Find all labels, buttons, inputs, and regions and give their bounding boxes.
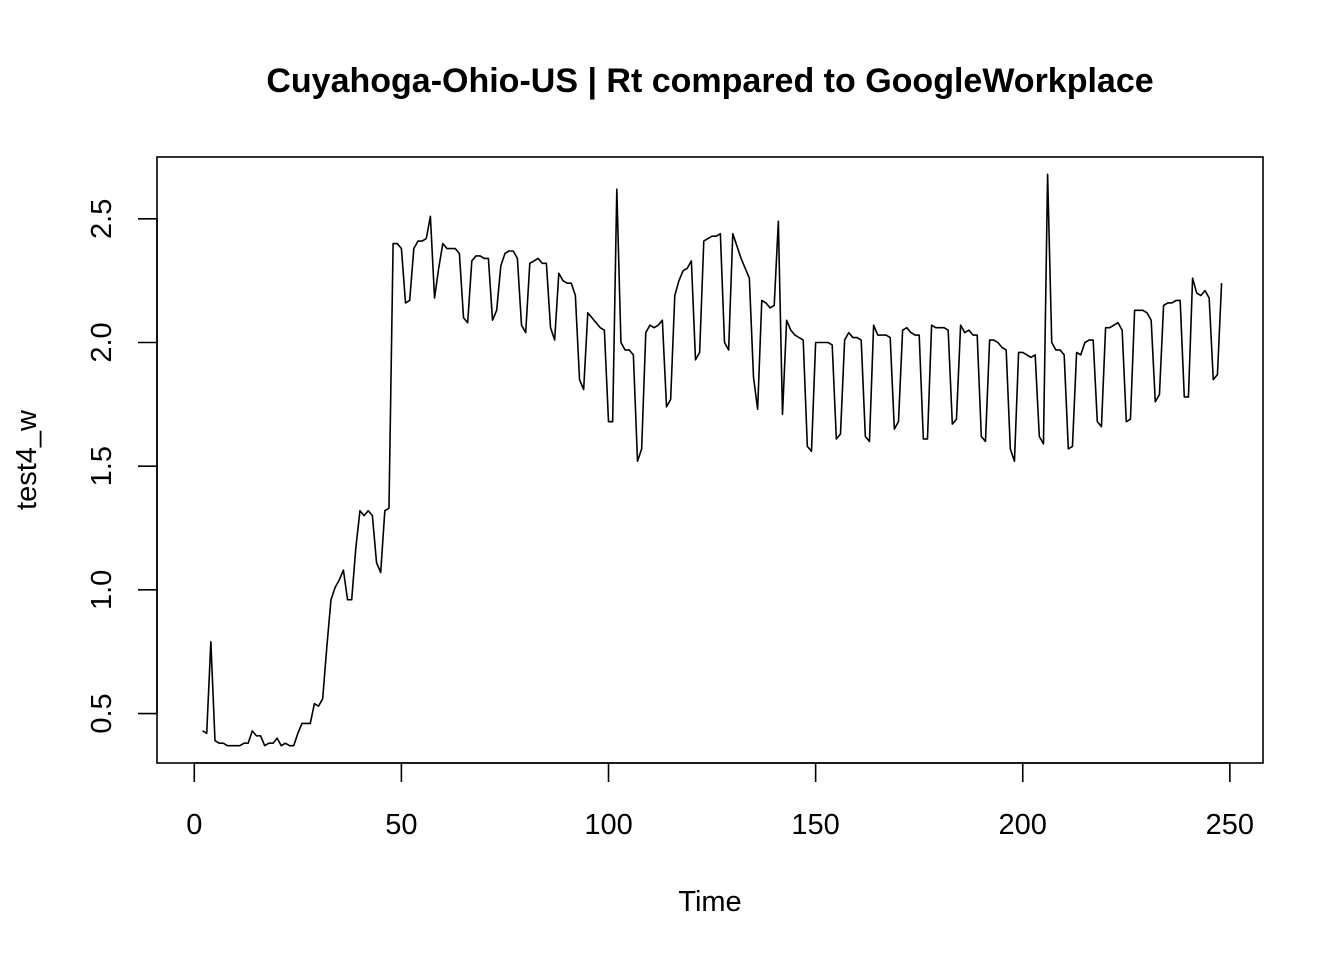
x-tick-label: 100 (584, 809, 632, 841)
y-tick-label: 1.5 (86, 446, 118, 486)
x-tick-label: 200 (999, 809, 1047, 841)
y-axis-label: test4_w (11, 409, 43, 510)
x-tick-label: 50 (385, 809, 417, 841)
chart-title: Cuyahoga-Ohio-US | Rt compared to Google… (266, 62, 1153, 100)
y-axis: 0.5 1.0 1.5 2.0 2.5 (86, 199, 157, 734)
y-tick-label: 2.5 (86, 199, 118, 239)
x-axis-label: Time (678, 886, 741, 918)
x-tick-label: 0 (186, 809, 202, 841)
x-tick-label: 250 (1206, 809, 1254, 841)
plot-frame (157, 157, 1263, 763)
y-tick-label: 2.0 (86, 322, 118, 362)
y-tick-label: 1.0 (86, 570, 118, 610)
x-axis: 0 50 100 150 200 250 (186, 763, 1254, 841)
y-tick-label: 0.5 (86, 693, 118, 733)
x-tick-label: 150 (791, 809, 839, 841)
series-line-test4_w (203, 174, 1222, 745)
